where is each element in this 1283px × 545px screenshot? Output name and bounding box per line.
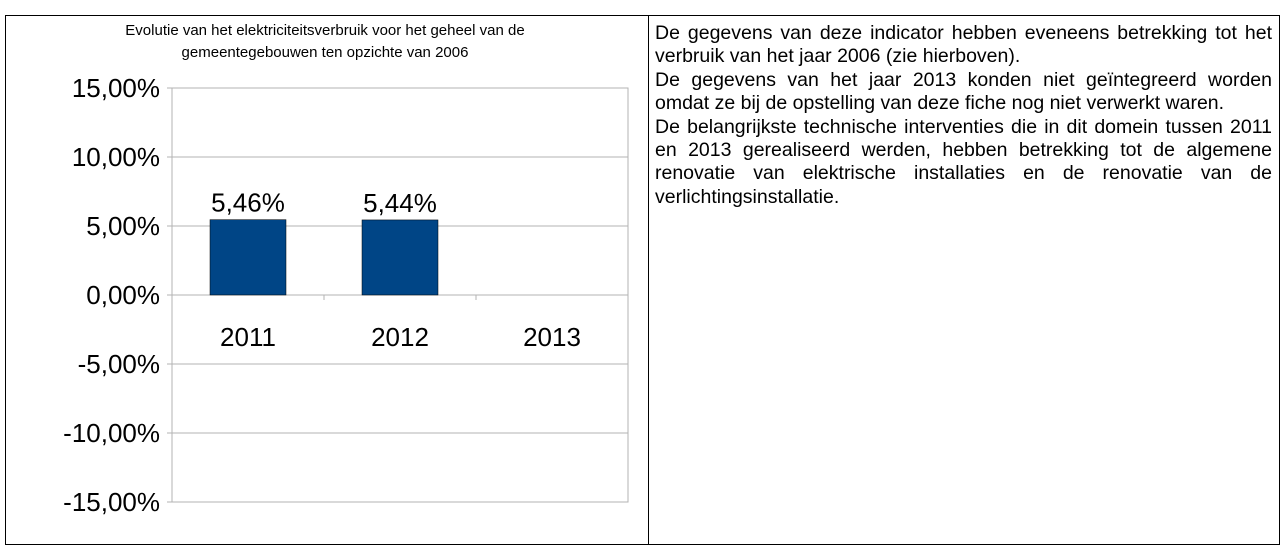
description: De gegevens van deze indicator hebben ev…: [655, 22, 1272, 209]
bar: [209, 219, 287, 296]
y-tick-label: -5,00%: [78, 349, 160, 379]
paragraph: De belangrijkste technische interventies…: [655, 115, 1272, 208]
x-tick-label: 2012: [371, 322, 429, 352]
y-tick-label: 0,00%: [86, 280, 160, 310]
paragraph: De gegevens van deze indicator hebben ev…: [655, 22, 1272, 68]
chart-title: Evolutie van het elektriciteitsverbruik …: [125, 22, 524, 39]
y-tick-label: -10,00%: [63, 418, 160, 448]
chart: Evolutie van het elektriciteitsverbruik …: [63, 22, 629, 517]
x-tick-label: 2011: [220, 322, 276, 352]
bar: [361, 219, 439, 296]
value-label: 5,46%: [211, 188, 285, 218]
y-tick-label: 5,00%: [86, 211, 160, 241]
y-tick-label: 10,00%: [72, 142, 160, 172]
y-tick-label: 15,00%: [72, 73, 160, 103]
y-tick-label: -15,00%: [63, 487, 160, 517]
x-tick-label: 2013: [523, 322, 581, 352]
paragraph: De gegevens van het jaar 2013 konden nie…: [655, 68, 1272, 115]
value-label: 5,44%: [363, 188, 437, 218]
chart-title-line: gemeentegebouwen ten opzichte van 2006: [182, 44, 469, 61]
cell-divider: [648, 15, 649, 545]
